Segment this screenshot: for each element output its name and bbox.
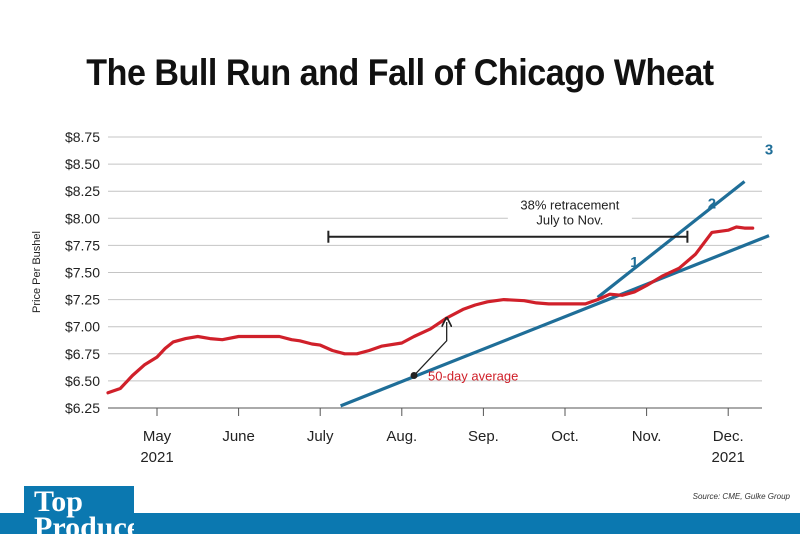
trend-label: 2 [708, 196, 716, 213]
retracement-label-line2: July to Nov. [536, 213, 603, 228]
ma-label: 50-day average [428, 368, 518, 383]
y-tick-label: $6.75 [65, 346, 100, 362]
logo-text-producer: Producer [34, 511, 134, 534]
series-layer [106, 225, 755, 395]
source-note: Source: CME, Gulke Group [692, 492, 790, 501]
x-tick-label: July [307, 428, 334, 445]
x-tick-label: June [222, 428, 255, 445]
x-tick-label: Dec. [713, 428, 744, 445]
x-tick-label: Oct. [551, 428, 579, 445]
y-tick-label: $8.50 [65, 156, 100, 172]
trendlines: 1 2 3 [340, 141, 773, 408]
y-tick-label: $8.25 [65, 183, 100, 199]
y-axis-label: Price Per Bushel [31, 231, 43, 313]
retracement-label-bg [507, 194, 632, 229]
series-line-50-day-average [106, 225, 755, 395]
x-axis-ticks: May 2021 June July Aug. Sep. Oct. Nov. Dec. 2021 [108, 407, 762, 466]
x-tick-label: Nov. [632, 428, 662, 445]
logo-text-top: Top [34, 486, 83, 518]
trend-label: 3 [765, 141, 773, 158]
trend-label: 1 [630, 254, 638, 271]
trendline-2 [596, 180, 746, 299]
y-tick-label: $7.00 [65, 319, 100, 335]
retracement-label-line1: 38% retracement [520, 198, 619, 213]
x-tick-year-label: 2021 [712, 449, 745, 466]
y-tick-label: $7.50 [65, 265, 100, 281]
chart-title: The Bull Run and Fall of Chicago Wheat [86, 52, 714, 93]
x-tick-label: Aug. [386, 428, 417, 445]
y-tick-label: $7.75 [65, 237, 100, 253]
y-tick-label: $6.25 [65, 400, 100, 416]
x-tick-label: Sep. [468, 428, 499, 445]
ma-pointer-arrow [413, 322, 447, 376]
footer-bar [0, 513, 800, 534]
x-tick-label: May [143, 428, 172, 445]
y-tick-label: $8.00 [65, 210, 100, 226]
y-axis-ticks: $8.75 $8.50 $8.25 $8.00 $7.75 $7.50 $7.25 $7.00… [65, 129, 100, 416]
y-tick-label: $6.50 [65, 373, 100, 389]
y-tick-label: $7.25 [65, 292, 100, 308]
brand-logo: Top Producer [24, 486, 134, 534]
ma-pointer-dot [410, 371, 418, 379]
y-tick-label: $8.75 [65, 129, 100, 145]
x-tick-year-label: 2021 [140, 449, 173, 466]
trendline-1 [340, 234, 770, 408]
